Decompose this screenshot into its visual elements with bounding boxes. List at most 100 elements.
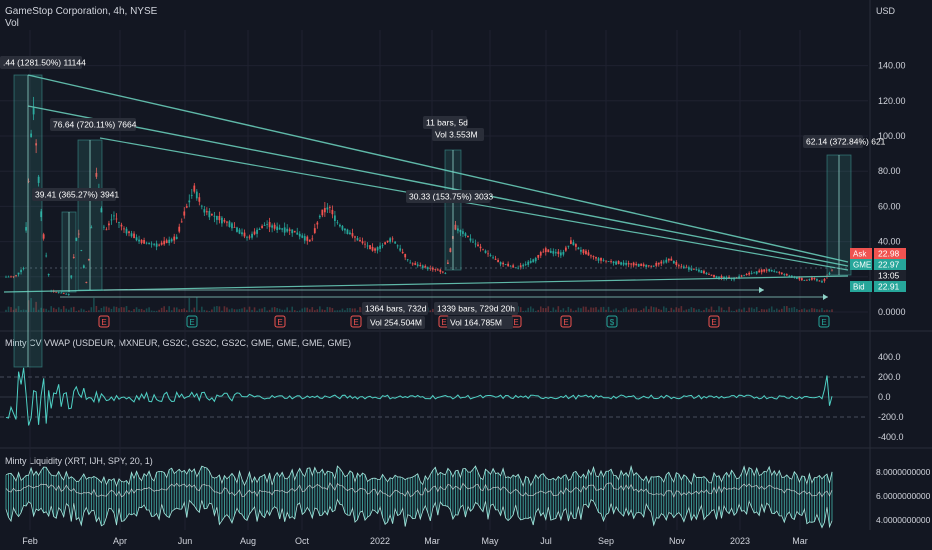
candle-body <box>499 262 502 265</box>
volume-bar <box>27 300 30 312</box>
volume-bar <box>341 308 344 312</box>
candle-body <box>763 269 766 272</box>
volume-bar <box>256 310 258 312</box>
volume-bar <box>610 310 612 312</box>
volume-bar <box>718 306 720 312</box>
candle-body <box>592 256 595 258</box>
time-axis[interactable]: Feb Apr Jun Aug Oct 2022 Mar May Jul Sep Nov 2023 Ma… <box>22 536 808 546</box>
candle-body <box>575 244 577 247</box>
vwap-oscillator <box>0 367 868 426</box>
candle-body <box>349 232 351 235</box>
earnings-marker <box>560 315 572 328</box>
annotation-bg <box>447 316 513 329</box>
vwap-axis[interactable]: 400.0 200.0 0.0 -200.0 -400.0 <box>878 352 904 442</box>
volume-bar <box>547 306 550 312</box>
volume-bar <box>675 307 678 312</box>
volume-bar <box>811 308 813 312</box>
candle-body <box>472 241 474 243</box>
measure-annotations[interactable]: .44 (1281.50%) 11144 76.64 (720.11%) 7664… <box>0 56 886 329</box>
volume-bar <box>625 307 627 312</box>
candle-body <box>823 278 826 281</box>
annotation-bg <box>362 302 428 315</box>
time-tick-label: Mar <box>424 536 440 546</box>
candle-body <box>770 270 773 272</box>
price-tick-label: 140.00 <box>878 61 906 71</box>
volume-bar <box>708 309 710 312</box>
vwap-indicator-title[interactable]: Minty CV VWAP (USDEUR, MXNEUR, GS2C, GS2… <box>5 338 351 348</box>
volume-bar <box>288 310 291 312</box>
volume-bar <box>818 309 821 312</box>
candle-body <box>223 220 226 222</box>
price-tick-label: 0.0000 <box>878 307 906 317</box>
candle-body <box>246 236 248 238</box>
candle-body <box>371 246 374 251</box>
candle-body <box>170 239 173 242</box>
volume-bar <box>25 309 27 312</box>
volume-bar <box>218 306 221 312</box>
volume-bar <box>331 308 334 312</box>
candle-body <box>323 208 326 213</box>
candle-body <box>828 272 831 274</box>
volume-bar <box>201 306 203 312</box>
volume-bar <box>231 308 233 312</box>
candle-body <box>55 291 58 293</box>
volume-bar <box>153 310 155 312</box>
trend-drawings[interactable] <box>3 74 860 368</box>
volume-bar <box>281 309 283 312</box>
volume-bar <box>592 307 595 312</box>
volume-bar <box>301 308 304 312</box>
candle-body <box>67 294 70 295</box>
candle-body <box>328 207 331 208</box>
candle-body <box>62 293 65 295</box>
volume-bar <box>582 306 585 312</box>
candle-body <box>341 225 344 230</box>
price-label-value-bg <box>874 248 906 259</box>
volume-bar <box>67 309 70 312</box>
volume-bar <box>103 306 105 312</box>
candle-body <box>562 251 565 255</box>
candle-body <box>226 221 228 223</box>
volume-bar <box>324 309 326 312</box>
candle-body <box>394 241 397 244</box>
candle-body <box>800 278 803 281</box>
volume-bar <box>190 309 193 312</box>
volume-bar <box>95 305 98 312</box>
candle-body <box>441 271 444 273</box>
volume-bar <box>770 306 773 312</box>
volume-bar <box>283 309 286 312</box>
volume-bar <box>645 306 648 312</box>
candle-body <box>87 259 90 260</box>
candle-body <box>37 176 40 183</box>
volume-bar <box>188 298 191 312</box>
candle-body <box>512 265 515 268</box>
candle-body <box>238 229 241 234</box>
candle-body <box>655 262 658 266</box>
candle-body <box>344 228 346 231</box>
volume-bar <box>660 309 663 312</box>
volume-bar <box>251 309 253 312</box>
time-tick-label: Jun <box>178 536 193 546</box>
liquidity-axis[interactable]: 8.0000000000 6.0000000000 4.0000000000 <box>876 467 931 525</box>
candle-body <box>479 246 482 249</box>
volume-bar <box>570 308 572 312</box>
volume-bar <box>10 307 12 312</box>
volume-bar <box>755 307 758 312</box>
candle-body <box>459 229 462 233</box>
candle-body <box>391 238 394 240</box>
candle-body <box>670 258 673 261</box>
volume-bar <box>816 309 818 312</box>
price-label-value-bg <box>874 259 906 270</box>
candle-body <box>421 265 424 269</box>
volume-bar <box>173 307 176 312</box>
annotation-bg <box>406 190 490 203</box>
liquidity-bands <box>5 464 833 529</box>
candle-body <box>406 259 409 261</box>
candle-body <box>183 211 186 216</box>
volume-bar <box>213 306 216 312</box>
volume-bar <box>828 310 831 312</box>
liquidity-indicator-title[interactable]: Minty Liquidity (XRT, IJH, SPY, 20, 1) <box>5 456 153 466</box>
volume-bar <box>12 309 15 312</box>
volume-bar <box>185 310 188 312</box>
volume-label: Vol <box>5 18 19 29</box>
